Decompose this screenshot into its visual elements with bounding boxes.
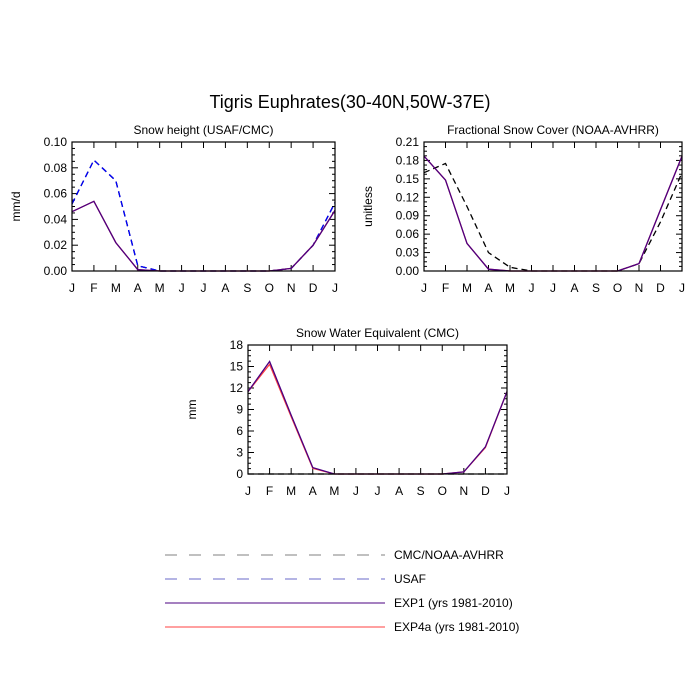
y-axis-label: mm/d: [9, 192, 23, 222]
x-tick-label: A: [484, 281, 492, 295]
y-axis-label: unitless: [361, 186, 375, 227]
chart-title: Snow height (USAF/CMC): [133, 123, 273, 137]
x-tick-label: O: [265, 281, 274, 295]
x-tick-label: D: [309, 281, 318, 295]
x-tick-label: S: [243, 281, 251, 295]
x-tick-label: A: [395, 484, 403, 498]
y-tick-label: 0.21: [396, 135, 420, 149]
x-tick-label: S: [592, 281, 600, 295]
x-tick-label: J: [353, 484, 359, 498]
plot-frame: [423, 141, 683, 272]
y-tick-label: 0.02: [44, 238, 68, 252]
y-tick-label: 18: [230, 338, 244, 352]
x-tick-label: A: [221, 281, 229, 295]
plot-frame: [71, 141, 336, 272]
y-tick-label: 12: [230, 381, 244, 395]
x-tick-label: J: [504, 484, 510, 498]
x-tick-label: O: [438, 484, 447, 498]
y-tick-label: 0.00: [396, 264, 420, 278]
x-tick-label: A: [309, 484, 317, 498]
y-tick-label: 0: [236, 467, 243, 481]
x-tick-label: A: [134, 281, 142, 295]
legend-label: EXP1 (yrs 1981-2010): [394, 596, 513, 610]
x-tick-label: N: [287, 281, 296, 295]
series-line-exp1: [71, 200, 336, 272]
snow-height-panel: Snow height (USAF/CMC) mm/d 0.00 0.02 0.04 0.…: [9, 123, 338, 295]
legend-label: CMC/NOAA-AVHRR: [394, 548, 504, 562]
x-tick-label: A: [570, 281, 578, 295]
x-tick-label: M: [462, 281, 472, 295]
x-tick-label: J: [245, 484, 251, 498]
y-tick-label: 0.00: [44, 264, 68, 278]
y-axis-label: mm: [185, 400, 199, 420]
x-tick-label: J: [201, 281, 207, 295]
legend-label: EXP4a (yrs 1981-2010): [394, 620, 519, 634]
y-tick-label: 0.10: [44, 135, 68, 149]
figure-title: Tigris Euphrates(30-40N,50W-37E): [209, 92, 490, 112]
y-tick-label: 0.15: [396, 172, 420, 186]
fractional-snow-cover-panel: Fractional Snow Cover (NOAA-AVHRR) unitle…: [361, 123, 685, 295]
legend-label: USAF: [394, 572, 426, 586]
snow-water-equivalent-panel: Snow Water Equivalent (CMC) mm 0 3 6 9 12 15 18 J…: [185, 326, 510, 498]
series-line-cmc-noaa-avhrr: [423, 162, 683, 272]
x-tick-label: J: [332, 281, 338, 295]
x-tick-label: J: [529, 281, 535, 295]
x-tick-label: D: [656, 281, 665, 295]
y-tick-label: 15: [230, 360, 244, 374]
x-tick-label: J: [69, 281, 75, 295]
x-tick-label: M: [111, 281, 121, 295]
y-tick-label: 9: [236, 403, 243, 417]
x-tick-label: M: [155, 281, 165, 295]
x-tick-label: N: [459, 484, 468, 498]
x-tick-label: J: [421, 281, 427, 295]
x-tick-label: M: [286, 484, 296, 498]
y-tick-label: 0.12: [396, 190, 420, 204]
x-tick-label: D: [481, 484, 490, 498]
x-tick-label: O: [613, 281, 622, 295]
series-line-exp1: [247, 360, 508, 475]
y-tick-label: 0.04: [44, 212, 68, 226]
x-tick-label: F: [266, 484, 273, 498]
chart-title: Fractional Snow Cover (NOAA-AVHRR): [447, 123, 659, 137]
y-tick-label: 3: [236, 446, 243, 460]
plot-frame: [247, 344, 508, 475]
x-tick-label: J: [550, 281, 556, 295]
x-tick-label: M: [505, 281, 515, 295]
x-tick-label: F: [442, 281, 449, 295]
x-tick-label: M: [329, 484, 339, 498]
y-tick-label: 0.06: [396, 227, 420, 241]
series-line-exp4a: [247, 363, 508, 475]
legend: CMC/NOAA-AVHRR USAF EXP1 (yrs 1981-2010) EX…: [165, 548, 519, 634]
x-tick-label: F: [90, 281, 97, 295]
series-line-exp4a: [71, 200, 336, 272]
y-tick-label: 0.03: [396, 246, 420, 260]
x-tick-label: J: [679, 281, 685, 295]
y-tick-label: 0.06: [44, 187, 68, 201]
x-tick-label: J: [375, 484, 381, 498]
x-tick-label: J: [179, 281, 185, 295]
y-tick-label: 0.08: [44, 161, 68, 175]
y-tick-label: 0.18: [396, 153, 420, 167]
y-tick-label: 6: [236, 424, 243, 438]
y-tick-label: 0.09: [396, 209, 420, 223]
series-line-exp1: [423, 155, 683, 272]
x-tick-label: N: [635, 281, 644, 295]
series-line-usaf: [71, 159, 336, 272]
x-tick-label: S: [417, 484, 425, 498]
chart-title: Snow Water Equivalent (CMC): [296, 326, 459, 340]
